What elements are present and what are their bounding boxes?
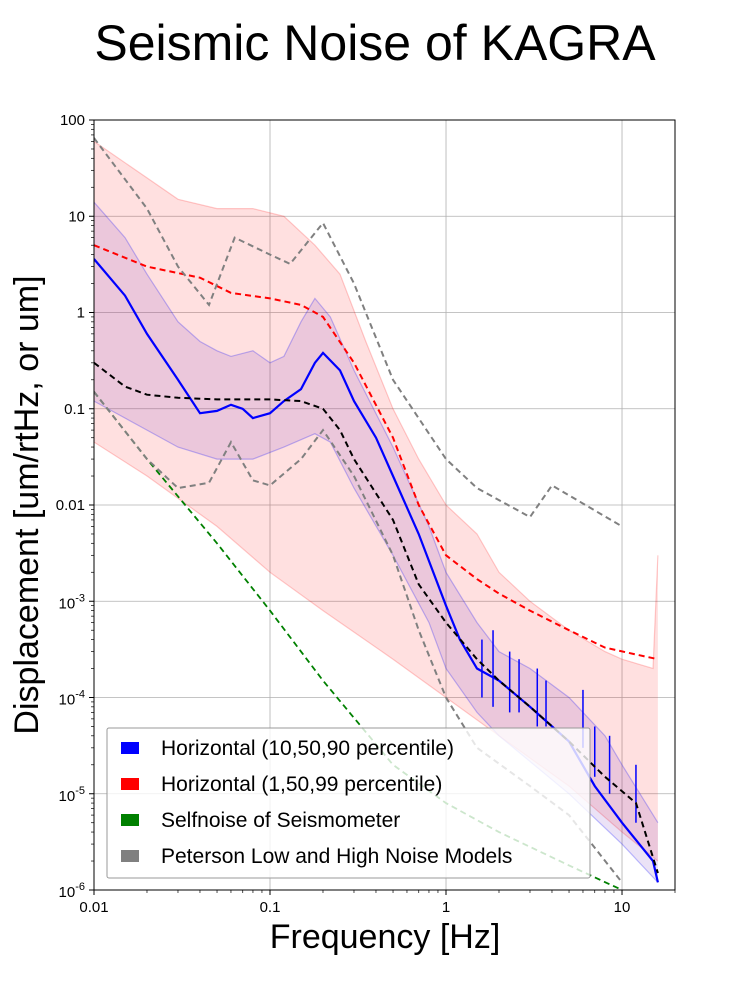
percentile-band — [94, 141, 658, 861]
y-tick-label: 1 — [77, 305, 85, 322]
y-axis-label: Displacement [um/rtHz, or um] — [8, 275, 46, 734]
x-axis-label: Frequency [Hz] — [270, 918, 501, 956]
series-line — [94, 244, 659, 661]
legend-label: Horizontal (10,50,90 percentile) — [161, 737, 454, 760]
x-tick-label: 10 — [614, 899, 631, 916]
x-tick-label: 0.1 — [260, 899, 281, 916]
y-tick-label: 100 — [60, 112, 85, 129]
x-tick-label: 0.01 — [79, 899, 108, 916]
band-upper-edge — [94, 140, 659, 670]
legend-box — [106, 727, 591, 879]
legend-label: Selfnoise of Seismometer — [161, 809, 400, 832]
legend-label: Peterson Low and High Noise Models — [161, 845, 512, 868]
y-tick-label: 0.01 — [56, 497, 85, 514]
y-tick-label: 10-3 — [59, 592, 85, 612]
x-tick-label: 1 — [442, 899, 450, 916]
plot-area: 0.01 0.1 1 10 100 10 1 0.1 0.01 10-3 10-4 10-5 10-6 H… — [56, 112, 676, 916]
legend: Horizontal (10,50,90 percentile) Horizont… — [106, 727, 591, 879]
series-line — [94, 137, 623, 528]
legend-swatch — [121, 742, 139, 754]
y-tick-label: 10-4 — [59, 689, 85, 709]
band-upper-edge — [94, 201, 659, 824]
plot-data — [94, 137, 659, 890]
percentile-band — [94, 202, 658, 883]
legend-swatch — [121, 850, 139, 862]
legend-swatch — [121, 814, 139, 826]
legend-swatch — [121, 778, 139, 790]
y-tick-label: 10 — [68, 208, 85, 225]
legend-label: Horizontal (1,50,99 percentile) — [161, 773, 442, 796]
y-tick-label: 10-6 — [59, 881, 85, 901]
y-tick-label: 10-5 — [59, 785, 85, 805]
chart-title: Seismic Noise of KAGRA — [94, 15, 656, 71]
y-tick-label: 0.1 — [64, 401, 85, 418]
